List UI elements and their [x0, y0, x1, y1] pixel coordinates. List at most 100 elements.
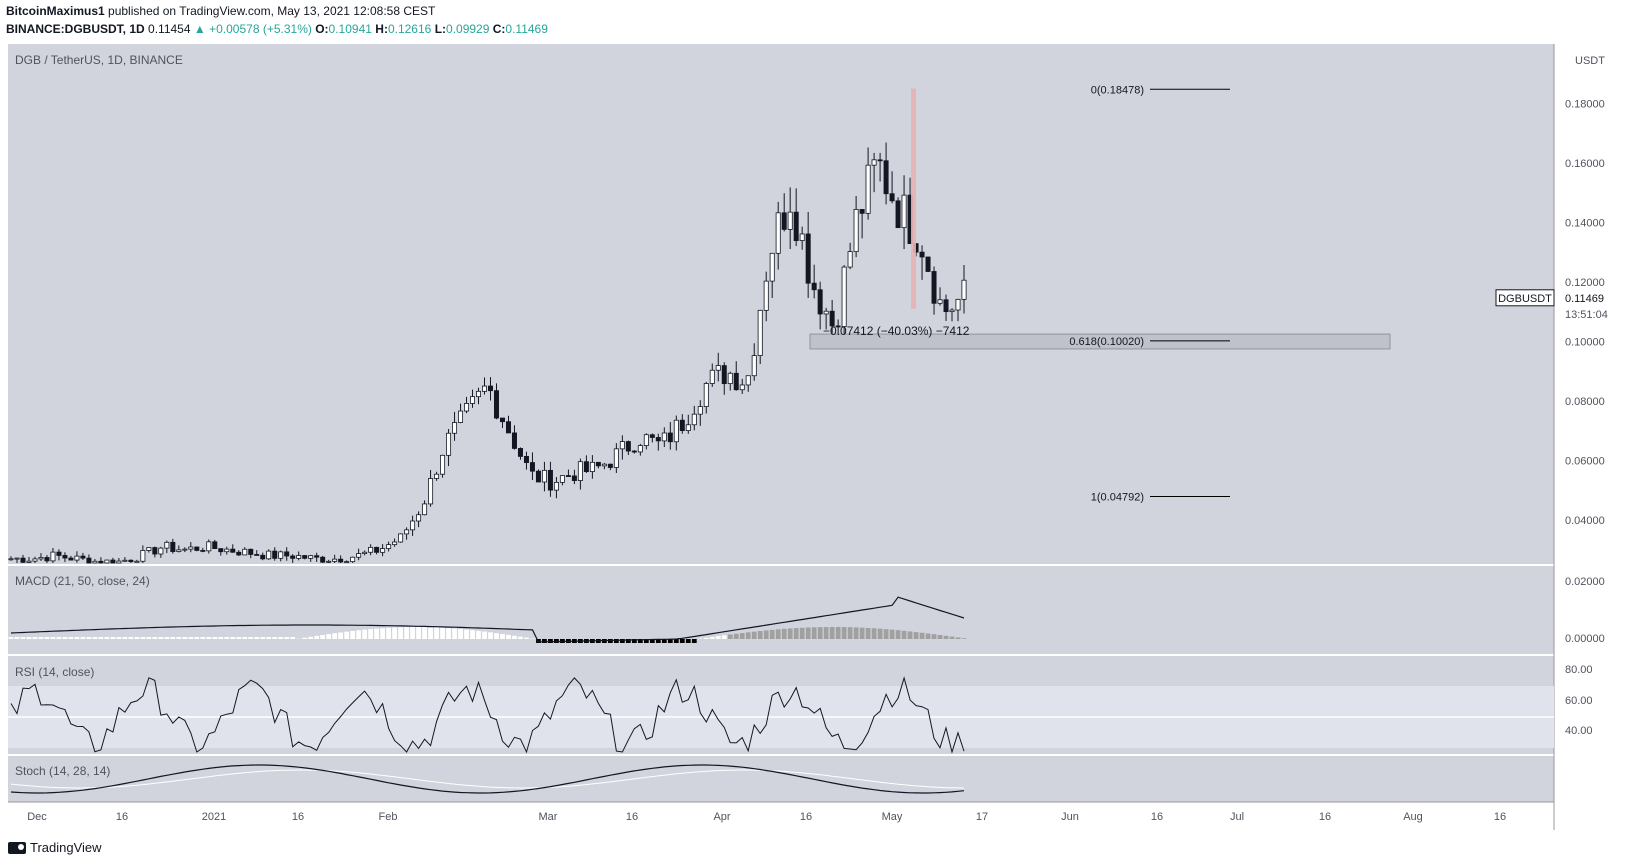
candle-body	[398, 533, 404, 543]
macd-histogram-bar	[86, 637, 92, 639]
candle-body	[266, 550, 272, 560]
macd-histogram-bar	[290, 637, 296, 639]
macd-histogram-bar	[913, 632, 919, 639]
time-tick: Mar	[539, 811, 558, 823]
candle-body	[715, 365, 721, 371]
macd-histogram-bar	[751, 631, 757, 639]
candle-body	[925, 256, 931, 272]
high-value: 0.12616	[387, 22, 432, 36]
candle-body	[613, 448, 619, 468]
macd-histogram-bar	[458, 629, 463, 639]
candle-body	[499, 417, 505, 423]
macd-histogram-bar	[206, 637, 212, 639]
fib-label: 1(0.04792)	[1091, 491, 1144, 503]
candle-body	[218, 548, 224, 553]
candle-body	[655, 437, 661, 442]
candle-body	[212, 541, 218, 549]
macd-histogram-bar	[709, 636, 715, 639]
macd-histogram-bar	[416, 627, 421, 639]
macd-histogram-bar	[218, 637, 224, 639]
stoch-signal-line	[10, 769, 965, 789]
macd-histogram-bar	[847, 627, 853, 639]
candle-body	[170, 541, 176, 552]
macd-histogram-bar	[200, 637, 206, 639]
macd-histogram-bar	[793, 628, 799, 639]
macd-histogram-bar	[494, 633, 499, 639]
price-label-box	[1495, 289, 1555, 307]
measure-label: −0.07412 (−40.03%) −7412	[823, 324, 970, 338]
candle-body	[236, 551, 242, 556]
candle-body	[242, 548, 248, 556]
candle-body	[224, 548, 230, 553]
price-tick: 0.08000	[1565, 396, 1605, 408]
candle-body	[625, 441, 631, 452]
candle-body	[56, 551, 62, 556]
candle-body	[362, 551, 368, 554]
macd-histogram-bar	[212, 637, 218, 639]
macd-histogram-bar	[140, 637, 146, 639]
candle-body	[709, 369, 715, 384]
candle-body	[595, 461, 601, 467]
macd-histogram-bar	[452, 628, 457, 639]
macd-histogram-bar	[739, 633, 745, 639]
macd-histogram-bar	[134, 637, 140, 639]
candle-body	[32, 558, 38, 562]
candle-body	[14, 557, 20, 560]
price-tick: 0.10000	[1565, 337, 1605, 349]
time-tick: May	[882, 811, 903, 823]
macd-histogram-bar	[805, 627, 811, 639]
candle-body	[823, 310, 829, 315]
candle-body	[901, 194, 907, 229]
macd-histogram-bar	[811, 627, 817, 639]
macd-histogram-bar	[548, 639, 553, 643]
candle-body	[164, 541, 170, 549]
candle-body	[86, 557, 92, 564]
candle-body	[805, 233, 811, 284]
change-arrow-icon: ▲	[193, 22, 206, 36]
publisher-name[interactable]: BitcoinMaximus1	[6, 4, 105, 18]
candle-body	[314, 555, 320, 558]
macd-histogram-bar	[368, 629, 374, 639]
macd-histogram-bar	[170, 637, 176, 639]
macd-histogram-bar	[128, 637, 134, 639]
candle-body	[422, 503, 428, 516]
candle-body	[98, 560, 104, 564]
macd-histogram-bar	[146, 637, 152, 639]
macd-histogram-bar	[272, 637, 278, 639]
candle-body	[685, 424, 691, 432]
macd-histogram-bar	[362, 629, 368, 639]
macd-histogram-bar	[619, 639, 625, 643]
candle-body	[817, 289, 823, 315]
candle-body	[104, 559, 110, 564]
macd-histogram-bar	[643, 639, 649, 643]
stoch-label: Stoch (14, 28, 14)	[15, 764, 110, 778]
price-tick: 0.04000	[1565, 515, 1605, 527]
macd-histogram-bar	[901, 630, 907, 639]
macd-histogram-bar	[32, 637, 38, 639]
candle-body	[380, 548, 386, 553]
macd-histogram-bar	[332, 633, 338, 639]
candle-body	[799, 233, 805, 241]
candle-body	[889, 193, 895, 202]
macd-histogram-bar	[122, 637, 128, 639]
macd-histogram-bar	[464, 629, 469, 639]
macd-histogram-bar	[326, 634, 332, 639]
time-tick: Apr	[713, 811, 730, 823]
candle-body	[260, 554, 266, 560]
candle-body	[601, 463, 607, 467]
candle-body	[751, 355, 757, 377]
macd-histogram-bar	[733, 633, 739, 639]
candle-body	[577, 461, 583, 481]
candle-body	[326, 560, 332, 563]
candle-body	[254, 554, 260, 556]
macd-histogram-bar	[691, 639, 697, 643]
candle-body	[763, 280, 769, 311]
candle-body	[284, 551, 290, 557]
candle-body	[410, 520, 416, 531]
macd-histogram-bar	[518, 636, 523, 639]
low-label: L:	[434, 22, 447, 36]
macd-histogram-bar	[62, 637, 68, 639]
price-tick: 0.16000	[1565, 158, 1605, 170]
macd-histogram-bar	[56, 637, 62, 639]
